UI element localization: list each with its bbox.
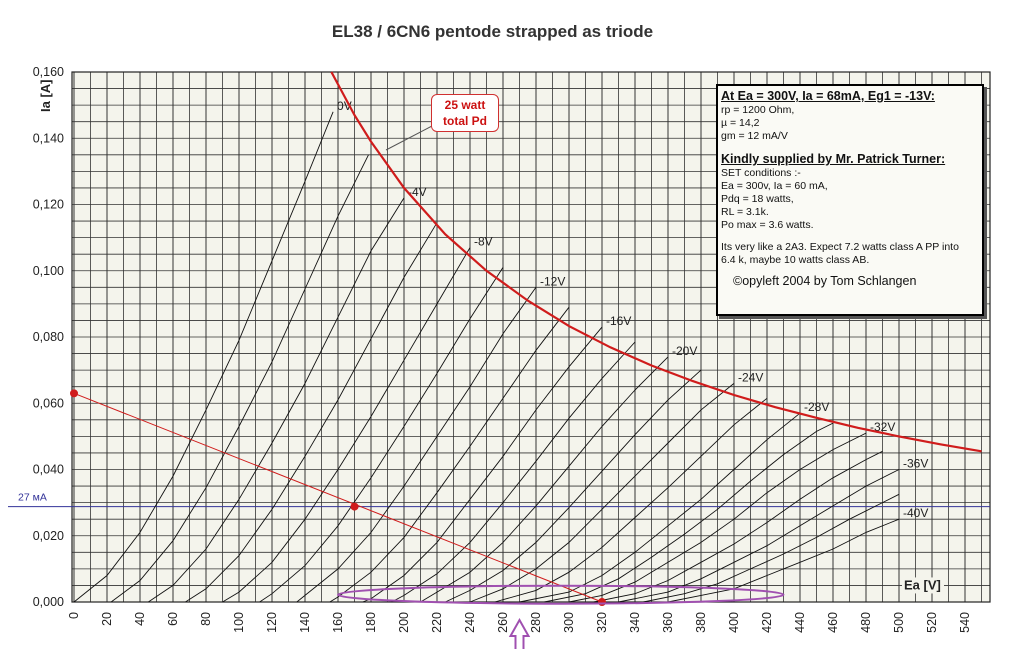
grid-curve (568, 432, 867, 603)
info-heading-2: Kindly supplied by Mr. Patrick Turner: (721, 152, 946, 166)
grid-curve-intermediate (329, 306, 570, 603)
grid-curve-intermediate (259, 267, 504, 603)
curve-label: -24V (738, 370, 763, 384)
curve-label: -40V (903, 506, 928, 520)
info-line: µ = 14,2 (721, 117, 760, 129)
x-tick-label: 300 (562, 612, 576, 633)
info-line: Ea = 300v, Ia = 60 mA, (721, 180, 828, 192)
info-line: gm = 12 mA/V (721, 130, 788, 142)
x-tick-label: 120 (265, 612, 279, 633)
x-tick-label: 140 (298, 612, 312, 633)
x-tick-label: 500 (892, 612, 906, 633)
x-tick-label: 60 (166, 612, 180, 626)
y-tick-label: 0,060 (33, 396, 64, 410)
x-tick-label: 20 (100, 612, 114, 626)
grid-curve-intermediate (110, 154, 369, 603)
grid-curve-intermediate (185, 222, 438, 603)
x-tick-label: 280 (529, 612, 543, 633)
operating-point (350, 502, 359, 511)
info-line: Pdq = 18 watts, (721, 193, 794, 205)
curve-label: -20V (672, 344, 697, 358)
grid-curve-intermediate (643, 493, 900, 603)
grid-curve-intermediate (445, 369, 702, 603)
grid-curve (469, 383, 735, 603)
x-tick-label: 440 (793, 612, 807, 633)
grid-curve (296, 287, 537, 603)
y-tick-label: 0,160 (33, 65, 64, 79)
highlight-arrow (508, 617, 531, 649)
curve-label: -28V (804, 400, 829, 414)
grid-curve (148, 197, 405, 603)
y-tick-label: 0,100 (33, 264, 64, 278)
x-tick-label: 160 (331, 612, 345, 633)
chart-title: EL38 / 6CN6 pentode strapped as triode (331, 22, 654, 41)
info-line: rp = 1200 Ohm, (721, 104, 795, 116)
x-tick-label: 340 (628, 612, 642, 633)
x-tick-label: 460 (826, 612, 840, 633)
info-line: RL = 3.1k. (721, 206, 769, 218)
curve-label: -4V (408, 185, 427, 199)
pd-callout: 25 watt total Pd (431, 94, 499, 132)
grid-curve (667, 518, 900, 603)
load-line (73, 392, 603, 603)
info-box: At Ea = 300V, Ia = 68mA, Eg1 = -13V: rp … (716, 84, 984, 316)
y-tick-label: 0,000 (33, 595, 64, 609)
x-tick-label: 380 (694, 612, 708, 633)
y-tick-label: 0,140 (33, 131, 64, 145)
x-tick-label: 360 (661, 612, 675, 633)
curve-label: -16V (606, 314, 631, 328)
grid-curve (420, 356, 669, 603)
info-line: SET conditions :- (721, 167, 801, 179)
callout-pointer (385, 125, 433, 151)
info-line: 6.4 k, maybe 10 watts class AB. (721, 254, 870, 266)
x-axis-label: Ea [V] (904, 577, 941, 592)
x-tick-label: 540 (958, 612, 972, 633)
highlight-ellipse (337, 584, 785, 605)
grid-curve (73, 111, 334, 603)
x-tick-label: 320 (595, 612, 609, 633)
info-line: Its very like a 2A3. Expect 7.2 watts cl… (721, 241, 959, 253)
y-tick-label: 0,120 (33, 198, 64, 212)
x-tick-label: 80 (199, 612, 213, 626)
reference-line-label: 27 мА (18, 492, 47, 504)
y-axis-label: Ia [A] (38, 80, 53, 113)
grid-curve (222, 247, 471, 603)
x-tick-label: 100 (232, 612, 246, 633)
grid-curve (362, 326, 603, 603)
operating-point (70, 389, 78, 398)
x-tick-label: 480 (859, 612, 873, 633)
x-tick-label: 420 (760, 612, 774, 633)
x-tick-label: 200 (397, 612, 411, 633)
operating-point (598, 598, 606, 606)
y-tick-label: 0,040 (33, 463, 64, 477)
pd-curve (330, 71, 982, 453)
callout-line-2: total Pd (443, 114, 487, 128)
copyleft-text: ©opyleft 2004 by Tom Schlangen (733, 274, 917, 288)
callout-line-1: 25 watt (444, 98, 486, 112)
info-heading-1: At Ea = 300V, Ia = 68mA, Eg1 = -13V: (721, 89, 935, 103)
info-line: Po max = 3.6 watts. (721, 219, 814, 231)
grid-curve-intermediate (494, 397, 768, 603)
curve-label: -8V (474, 235, 493, 249)
x-axis-label-bg (902, 577, 944, 594)
x-tick-label: 260 (496, 612, 510, 633)
curve-label: -12V (540, 274, 565, 288)
x-tick-label: 180 (364, 612, 378, 633)
y-tick-label: 0,020 (33, 529, 64, 543)
y-tick-label: 0,080 (33, 330, 64, 344)
x-tick-label: 520 (925, 612, 939, 633)
x-tick-label: 400 (727, 612, 741, 633)
x-tick-label: 220 (430, 612, 444, 633)
x-tick-label: 240 (463, 612, 477, 633)
plot-frame (71, 71, 991, 603)
x-tick-label: 40 (133, 612, 147, 626)
curve-label: -36V (903, 457, 928, 471)
x-tick-label: 0 (67, 612, 81, 619)
